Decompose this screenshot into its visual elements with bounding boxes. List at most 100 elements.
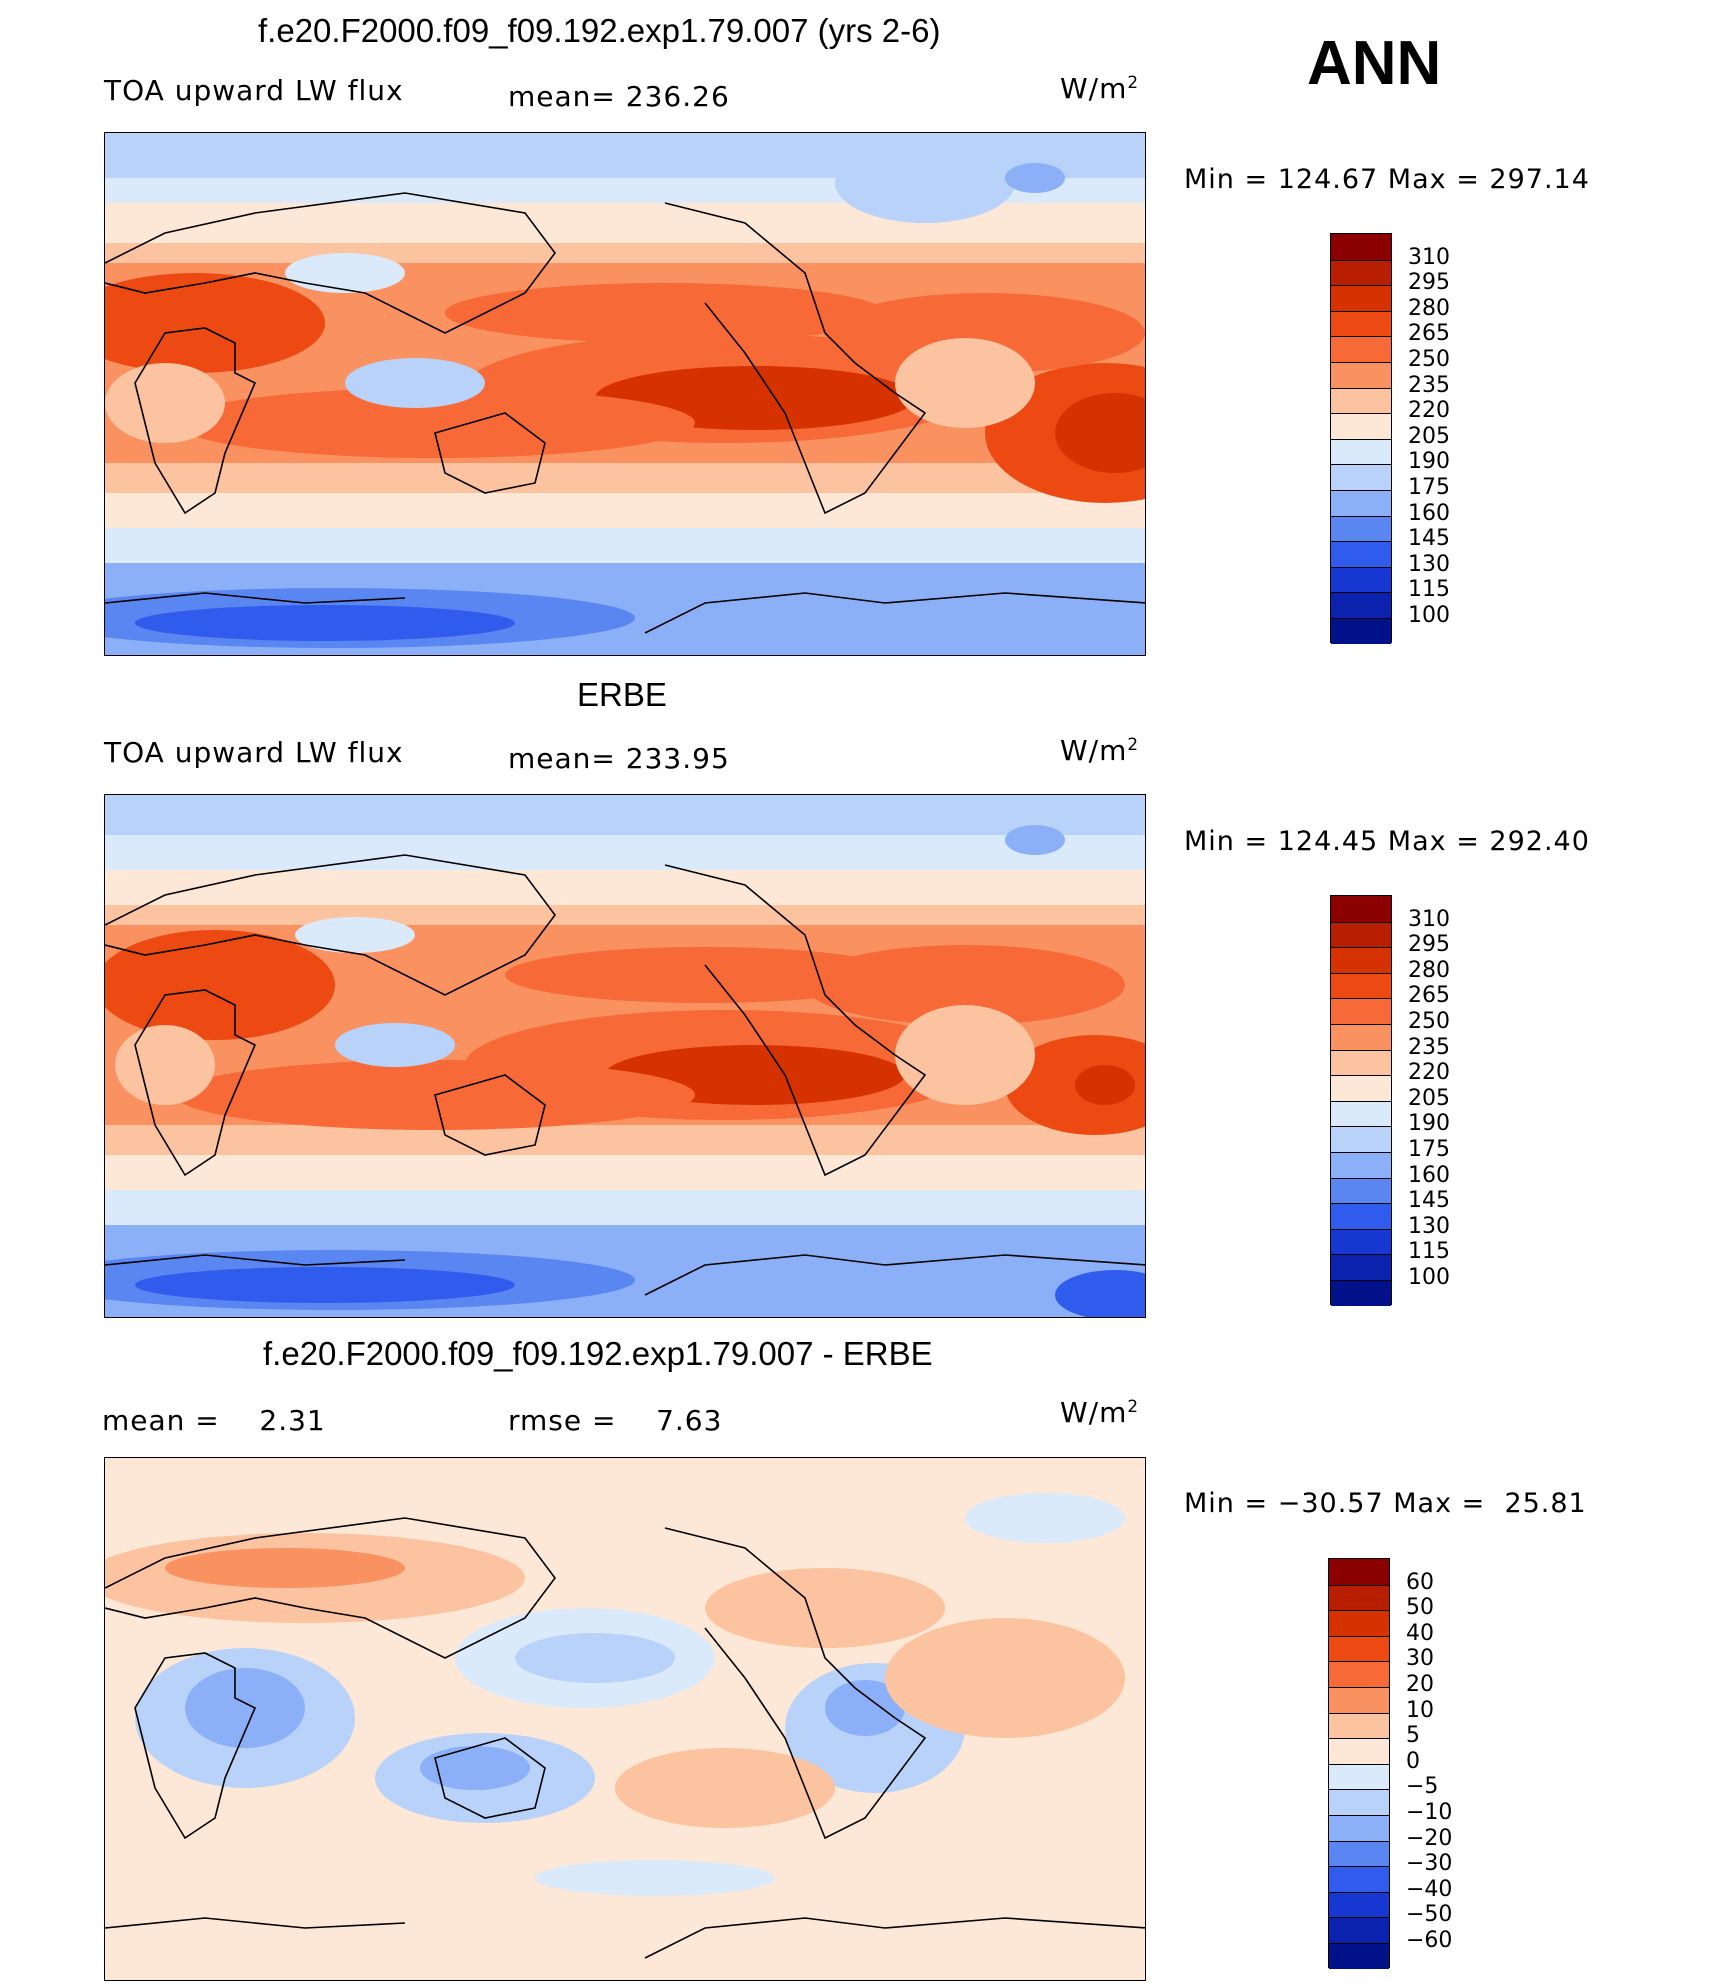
colorbar-cell (1331, 1152, 1391, 1178)
panel1-map-svg (105, 133, 1145, 655)
field-blob (1075, 1065, 1135, 1105)
coastlines (105, 1517, 1145, 1959)
panel1-mean-value: 236.26 (625, 80, 730, 113)
coastlines (105, 854, 1145, 1296)
field-blob (285, 253, 405, 293)
colorbar-cell (1331, 413, 1391, 439)
field-blob (105, 363, 225, 443)
panel1-variable: TOA upward LW flux (104, 74, 404, 107)
colorbar-cell (1329, 1943, 1389, 1969)
colorbar-level-label: 310 (1408, 906, 1450, 932)
field-blob (335, 1023, 455, 1067)
panel2-units-text: W/m (1060, 734, 1128, 767)
colorbar-cell (1331, 998, 1391, 1024)
field-blob (535, 1860, 775, 1896)
field-blob (615, 1748, 835, 1828)
colorbar-level-label: 100 (1408, 1265, 1450, 1290)
colorbar-level-label: 20 (1406, 1672, 1434, 1697)
panel3-rmse-label: rmse = (508, 1404, 617, 1437)
colorbar-level-label: 205 (1408, 423, 1450, 449)
colorbar-level-label: −60 (1406, 1928, 1453, 1953)
colorbar-level-label: 130 (1408, 551, 1450, 577)
colorbar-level-label: 205 (1408, 1085, 1450, 1111)
field-blob (825, 293, 1145, 373)
panel1-min-value: 124.67 (1277, 164, 1379, 195)
panel1-title: f.e20.F2000.f09_f09.192.exp1.79.007 (yrs… (258, 12, 941, 49)
colorbar-cell (1331, 310, 1391, 337)
panel1-max-value: 297.14 (1489, 164, 1590, 195)
season-label: ANN (1307, 29, 1442, 98)
panel1-units-text: W/m (1060, 72, 1128, 105)
field-blob (115, 1025, 215, 1105)
panel3-mean: mean = 2.31 (102, 1404, 326, 1437)
field-band (105, 1155, 1145, 1195)
field-blob (705, 1568, 945, 1648)
colorbar-cell (1331, 592, 1391, 618)
colorbar-cell (1331, 896, 1391, 922)
panel2-variable: TOA upward LW flux (104, 736, 404, 769)
colorbar-cell (1329, 1738, 1389, 1764)
colorbar-cell (1329, 1635, 1389, 1662)
colorbar-cell (1331, 515, 1391, 542)
colorbar-cell (1331, 1177, 1391, 1204)
panel3-mean-value: 2.31 (259, 1404, 326, 1437)
colorbar-cell (1329, 1559, 1389, 1585)
panel1-min-label: Min = (1184, 164, 1269, 195)
field-blob (175, 388, 695, 458)
field-blob (1005, 163, 1065, 193)
colorbar-cell (1329, 1584, 1389, 1611)
colorbar-level-label: 235 (1408, 1034, 1450, 1060)
panel2-mean: mean= 233.95 (508, 742, 730, 775)
colorbar-level-label: −5 (1406, 1774, 1439, 1800)
colorbar-cell (1329, 1789, 1389, 1815)
colorbar-level-label: 265 (1408, 983, 1450, 1009)
colorbar-level-label: 175 (1408, 1137, 1450, 1162)
field-blob (895, 1005, 1035, 1105)
panel3-max-label: Max = (1393, 1488, 1486, 1519)
panel3-units: W/m2 (1060, 1396, 1139, 1429)
colorbar-cell (1329, 1840, 1389, 1867)
colorbar-level-label: 5 (1406, 1723, 1420, 1749)
colorbar-cell (1331, 438, 1391, 465)
panel2-mean-value: 233.95 (625, 742, 730, 775)
colorbar-cell (1331, 947, 1391, 973)
colorbar-cell (1331, 285, 1391, 311)
colorbar-cell (1331, 921, 1391, 948)
colorbar-level-label: 295 (1408, 270, 1450, 296)
colorbar-cell (1331, 259, 1391, 286)
colorbar-cell (1329, 1815, 1389, 1841)
panel3-rmse: rmse = 7.63 (508, 1404, 722, 1437)
colorbar-level-label: 175 (1408, 475, 1450, 500)
colorbar-level-label: 280 (1408, 295, 1450, 321)
colorbar-cell (1331, 362, 1391, 388)
colorbar-cell (1331, 972, 1391, 999)
colorbar-level-label: 115 (1408, 577, 1450, 603)
panel2-title: ERBE (577, 676, 667, 713)
colorbar-cell (1329, 1866, 1389, 1892)
colorbar-level-label: 160 (1408, 500, 1450, 526)
colorbar-cell (1331, 1049, 1391, 1076)
colorbar-cell (1329, 1891, 1389, 1918)
panel3-mean-label: mean = (102, 1404, 220, 1437)
field-blob (825, 1680, 905, 1736)
field-blob (505, 947, 905, 1003)
colorbar-cell (1331, 1254, 1391, 1280)
field-blob (135, 605, 515, 641)
colorbar-level-label: 220 (1408, 398, 1450, 424)
colorbar-cell (1331, 1228, 1391, 1255)
panel2-max-label: Max = (1387, 826, 1480, 857)
field-blob (445, 283, 885, 343)
panel2-map-svg (105, 795, 1145, 1317)
panel3-title: f.e20.F2000.f09_f09.192.exp1.79.007 - ER… (263, 1335, 933, 1372)
colorbar-level-label: 30 (1406, 1646, 1434, 1672)
colorbar-cell (1331, 1100, 1391, 1127)
colorbar-cell (1331, 1280, 1391, 1306)
panel1-units-sup: 2 (1127, 71, 1140, 92)
colorbar-level-label: 145 (1408, 526, 1450, 552)
colorbar-cell (1329, 1712, 1389, 1739)
field-blob (895, 338, 1035, 428)
field-blob (165, 1548, 405, 1588)
colorbar-cell (1331, 490, 1391, 516)
colorbar-cell (1331, 464, 1391, 490)
field-blob (105, 930, 335, 1040)
